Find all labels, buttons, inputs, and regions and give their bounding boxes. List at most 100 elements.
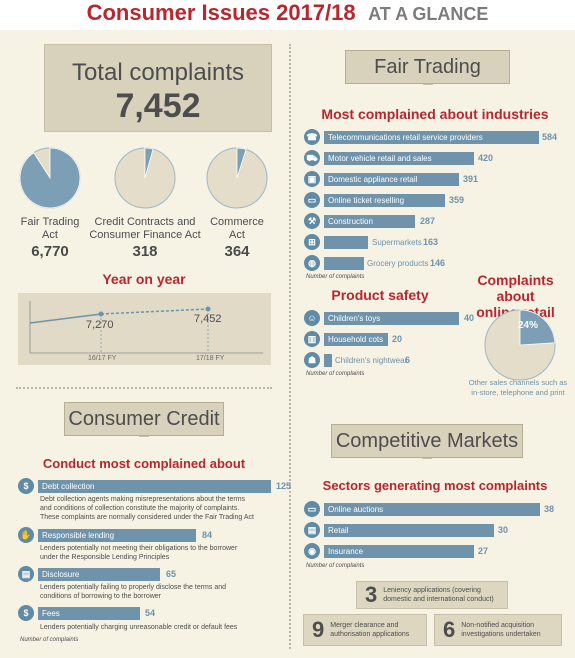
yoy-title: Year on year — [102, 271, 186, 287]
industry-value: 391 — [463, 174, 479, 184]
product-safety-heading: Product safety — [331, 287, 429, 303]
industry-bar — [324, 236, 368, 249]
cot-icon: ▥ — [304, 331, 320, 347]
total-complaints-box: Total complaints 7,452 — [44, 44, 272, 132]
yoy-chart: 7,270 7,452 16/17 FY 17/18 FY — [18, 293, 271, 365]
sector-bar: Insurance — [324, 545, 474, 558]
yoy-line-start — [29, 313, 102, 324]
act-value: 6,770 — [31, 243, 69, 260]
act-name: Consumer Finance Act — [89, 229, 201, 241]
yoy-line-segment — [100, 308, 209, 315]
stat-merger: 9 Merger clearance and authorisation app… — [303, 614, 427, 646]
ticket-icon: ▭ — [304, 192, 320, 208]
dollar-icon: $ — [18, 605, 34, 621]
industries-note: Number of complaints — [306, 274, 365, 280]
total-label: Total complaints — [71, 59, 245, 86]
safety-value: 40 — [464, 313, 475, 323]
act-name: Act — [42, 229, 58, 241]
shop-icon: ▤ — [304, 522, 320, 538]
industry-bar: Online ticket reselling — [324, 194, 445, 207]
stat-line: domestic and international conduct) — [383, 596, 494, 603]
online-retail-other-line: in-store, telephone and print — [471, 388, 565, 397]
desc-line: conditions of borrowing to the borrower — [40, 593, 162, 600]
stat-line: authorisation applications — [330, 631, 410, 638]
industry-value: 584 — [542, 132, 558, 142]
stat-line: investigations undertaken — [461, 631, 541, 638]
industry-bar: Telecommunications retail service provid… — [324, 131, 539, 144]
stat-text: Leniency applications (covering domestic… — [383, 586, 494, 604]
nightwear-icon: ☗ — [304, 352, 320, 368]
credit-bar: Responsible lending — [38, 529, 196, 542]
column-divider — [289, 44, 291, 649]
sector-value: 30 — [498, 525, 509, 535]
stat-text: Merger clearance and authorisation appli… — [330, 621, 409, 639]
basket-icon: ◍ — [304, 255, 320, 271]
credit-desc-fees: Lenders potentially charging unreasonabl… — [40, 623, 280, 632]
credit-bar-value: 65 — [166, 569, 177, 579]
industry-bar: Motor vehicle retail and sales — [324, 152, 474, 165]
stat-leniency: 3 Leniency applications (covering domest… — [356, 581, 508, 609]
act-name: Credit Contracts and — [94, 216, 196, 228]
sector-bar: Online auctions — [324, 503, 540, 516]
sector-value: 38 — [544, 504, 555, 514]
act-value: 318 — [132, 243, 158, 260]
page-title: Consumer Issues 2017/18 — [86, 0, 356, 25]
online-pie-slice — [519, 309, 556, 346]
cart-icon: ⊞ — [304, 234, 320, 250]
safety-bar: Household cots — [324, 333, 388, 346]
stat-line: Merger clearance and — [330, 622, 399, 629]
industry-bar: Construction — [324, 215, 415, 228]
credit-bar: Debt collection — [38, 480, 271, 493]
sector-value: 27 — [478, 546, 489, 556]
yoy-period-1: 16/17 FY — [88, 355, 117, 362]
competitive-markets-banner: Competitive Markets — [331, 424, 523, 459]
industry-value: 287 — [420, 216, 436, 226]
safety-value: 20 — [392, 334, 403, 344]
industry-value: 420 — [478, 153, 494, 163]
sectors-note: Number of complaints — [306, 563, 365, 569]
competitive-markets-heading: Sectors generating most complaints — [322, 478, 548, 493]
act-pie-slice — [236, 147, 247, 179]
debt-collection-icon: $ — [18, 478, 34, 494]
credit-bar: Fees — [38, 607, 140, 620]
safety-note: Number of complaints — [306, 371, 365, 377]
section-divider — [16, 387, 272, 389]
yoy-line-chart — [29, 301, 263, 354]
safety-bar — [324, 354, 332, 367]
desc-line: Lenders potentially failing to properly … — [40, 584, 226, 591]
consumer-credit-heading: Conduct most complained about — [42, 456, 246, 471]
stat-text: Non-notified acquisition investigations … — [461, 621, 540, 639]
credit-bar-value: 54 — [145, 608, 156, 618]
industry-bar — [324, 257, 364, 270]
caption-fair-trading: Fair Trading Act 6,770 — [8, 216, 92, 260]
act-pie-slice — [144, 147, 154, 179]
yoy-period-2: 17/18 FY — [196, 355, 225, 362]
stat-number: 9 — [312, 617, 325, 642]
yoy-value-1: 7,270 — [86, 319, 114, 331]
online-retail-other-line: Other sales channels such as — [468, 378, 568, 387]
online-retail-percent: 24% — [518, 320, 539, 331]
fair-trading-heading: Most complained about industries — [321, 106, 549, 122]
sector-bar: Retail — [324, 524, 494, 537]
caption-credit-contracts: Credit Contracts and Consumer Finance Ac… — [88, 216, 202, 260]
desc-line: These complaints are normally considered… — [40, 514, 254, 521]
act-pie-slice — [19, 147, 81, 209]
credit-bar: Disclosure — [38, 568, 160, 581]
stat-number: 6 — [443, 617, 456, 642]
industry-label: Supermarkets — [372, 238, 422, 247]
pie-credit-contracts — [114, 147, 176, 209]
computer-icon: ▭ — [304, 501, 320, 517]
consumer-credit-banner: Consumer Credit — [64, 402, 224, 437]
online-retail-heading-line: Complaints about — [477, 272, 554, 304]
desc-line: Lenders potentially not meeting their ob… — [40, 545, 238, 552]
safety-label: Children's nightwear — [335, 356, 408, 365]
online-retail-other: Other sales channels such as in-store, t… — [462, 378, 574, 398]
document-icon: ▤ — [18, 566, 34, 582]
header: Consumer Issues 2017/18 AT A GLANCE — [0, 0, 575, 30]
industry-bar: Domestic appliance retail — [324, 173, 459, 186]
toy-icon: ☺ — [304, 310, 320, 326]
stat-line: Non-notified acquisition — [461, 622, 535, 629]
insurance-icon: ◉ — [304, 543, 320, 559]
credit-note: Number of complaints — [20, 637, 79, 643]
credit-desc-responsible-lending: Lenders potentially not meeting their ob… — [40, 544, 280, 562]
